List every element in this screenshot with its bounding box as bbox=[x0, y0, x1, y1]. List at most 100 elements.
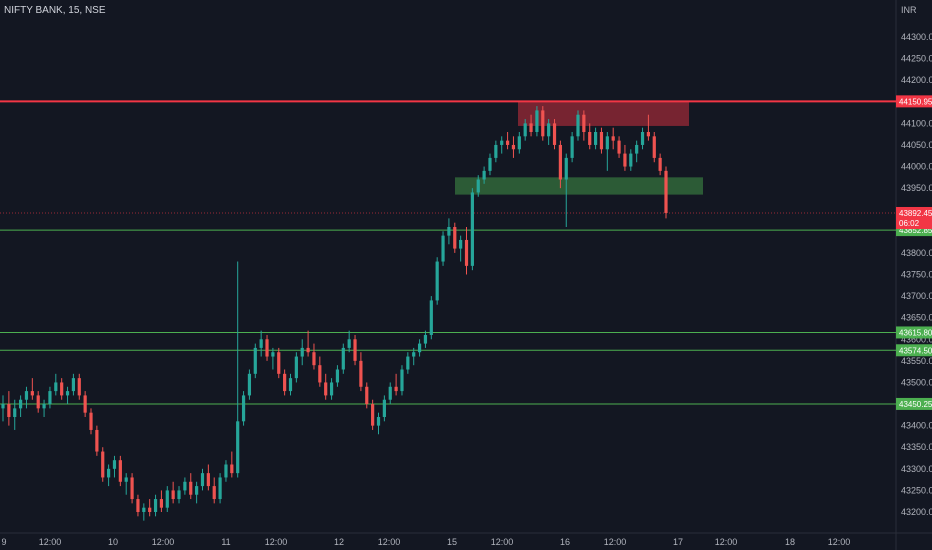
candle-body bbox=[283, 373, 287, 392]
x-tick-label: 12:00 bbox=[604, 537, 627, 547]
candle-body bbox=[65, 391, 70, 396]
y-tick-label: 43700.00 bbox=[901, 291, 932, 301]
candle-body bbox=[177, 490, 181, 500]
y-tick-label: 43550.00 bbox=[901, 356, 932, 366]
candle-body bbox=[394, 386, 398, 392]
candle-body bbox=[541, 110, 545, 137]
candle-body bbox=[130, 477, 134, 500]
candle-body bbox=[365, 386, 369, 405]
candle-body bbox=[429, 300, 433, 335]
candle-body bbox=[230, 464, 234, 474]
candle-body bbox=[36, 395, 40, 409]
last-price-value: 43892.45 bbox=[899, 209, 932, 218]
candle-body bbox=[371, 404, 375, 426]
level-tag bbox=[896, 344, 932, 357]
y-tick-label: 43400.00 bbox=[901, 421, 932, 431]
candle-body bbox=[171, 490, 175, 500]
candle-body bbox=[142, 507, 146, 512]
x-tick-label: 12:00 bbox=[715, 537, 738, 547]
candle-body bbox=[136, 499, 140, 512]
candle-body bbox=[112, 460, 117, 469]
x-tick-label: 12:00 bbox=[378, 537, 401, 547]
candle-body bbox=[312, 352, 316, 366]
candle-body bbox=[505, 140, 510, 145]
candle-body bbox=[218, 477, 222, 500]
candle-body bbox=[224, 464, 228, 478]
candle-body bbox=[271, 352, 275, 357]
x-tick-label: 15 bbox=[447, 537, 457, 547]
candle-body bbox=[195, 486, 199, 495]
candle-body bbox=[118, 460, 122, 482]
candle-body bbox=[623, 153, 627, 167]
candle-body bbox=[599, 132, 604, 150]
candle-body bbox=[470, 192, 474, 266]
candle-body bbox=[1, 404, 5, 409]
candle-body bbox=[159, 499, 164, 508]
candle-body bbox=[664, 170, 668, 213]
candle-body bbox=[570, 136, 574, 158]
candle-body bbox=[7, 404, 11, 417]
candle-body bbox=[265, 339, 269, 357]
demand-zone bbox=[455, 177, 703, 195]
candle-body bbox=[605, 136, 609, 150]
candle-body bbox=[189, 481, 193, 495]
candle-body bbox=[629, 153, 633, 167]
candle-body bbox=[107, 468, 111, 478]
candle-body bbox=[353, 339, 357, 361]
candle-body bbox=[535, 110, 539, 132]
candle-body bbox=[640, 132, 645, 145]
candle-body bbox=[376, 417, 381, 426]
candle-body bbox=[617, 140, 621, 154]
y-tick-label: 43200.00 bbox=[901, 507, 932, 517]
level-tag bbox=[896, 326, 932, 339]
y-tick-label: 43250.00 bbox=[901, 485, 932, 495]
candle-body bbox=[412, 352, 416, 357]
candle-body bbox=[153, 499, 158, 512]
candle-body bbox=[388, 386, 392, 400]
candle-body bbox=[288, 378, 293, 392]
y-tick-label: 44300.00 bbox=[901, 32, 932, 42]
last-price-countdown: 06:02 bbox=[899, 219, 920, 228]
candle-body bbox=[564, 157, 568, 180]
x-tick-label: 9 bbox=[1, 537, 6, 547]
candle-body bbox=[148, 507, 152, 512]
candle-body bbox=[165, 490, 169, 508]
currency-label: INR bbox=[901, 5, 917, 15]
x-tick-label: 12:00 bbox=[491, 537, 514, 547]
candle-body bbox=[552, 123, 557, 145]
candle-body bbox=[253, 347, 257, 374]
candle-body bbox=[83, 395, 87, 413]
x-tick-label: 12 bbox=[334, 537, 344, 547]
candle-body bbox=[71, 378, 76, 392]
candle-body bbox=[441, 235, 445, 262]
candle-body bbox=[547, 123, 551, 137]
candle-body bbox=[459, 239, 463, 249]
candle-body bbox=[406, 356, 410, 370]
y-tick-label: 44250.00 bbox=[901, 54, 932, 64]
candle-body bbox=[423, 334, 428, 344]
x-tick-label: 12:00 bbox=[39, 537, 62, 547]
candle-body bbox=[48, 391, 52, 405]
y-tick-label: 44050.00 bbox=[901, 140, 932, 150]
candle-body bbox=[241, 395, 246, 422]
x-tick-label: 12:00 bbox=[265, 537, 288, 547]
y-tick-label: 44000.00 bbox=[901, 162, 932, 172]
y-tick-label: 43950.00 bbox=[901, 183, 932, 193]
candle-body bbox=[494, 144, 498, 158]
candle-body bbox=[593, 132, 598, 145]
x-tick-label: 12:00 bbox=[828, 537, 851, 547]
candle-body bbox=[635, 144, 639, 154]
candle-body bbox=[511, 144, 516, 150]
candle-body bbox=[306, 347, 310, 353]
candle-body bbox=[13, 408, 17, 417]
candle-body bbox=[236, 421, 240, 474]
candle-body bbox=[447, 227, 451, 236]
candle-body bbox=[435, 261, 439, 301]
candle-body bbox=[300, 347, 304, 357]
level-tag-label: 43574.50 bbox=[899, 346, 932, 355]
level-tag-label: 43615.80 bbox=[899, 328, 932, 337]
level-tag bbox=[896, 95, 932, 108]
y-tick-label: 43500.00 bbox=[901, 377, 932, 387]
candle-body bbox=[488, 157, 492, 171]
